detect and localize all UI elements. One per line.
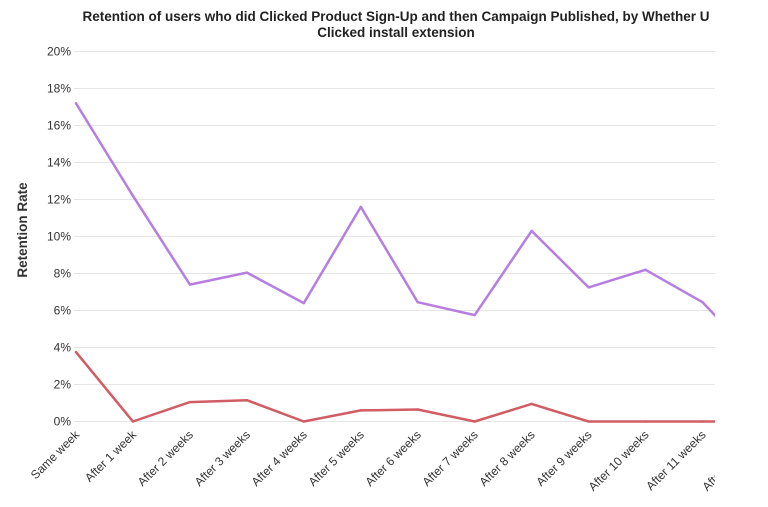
gridlines xyxy=(74,51,715,422)
data-point-series-2 xyxy=(74,350,78,354)
data-point-series-2 xyxy=(302,420,305,423)
y-tick-label: 6% xyxy=(54,304,72,318)
x-tick-label: After 1 week xyxy=(82,427,140,485)
y-tick-label: 10% xyxy=(47,230,71,244)
data-point-series-2 xyxy=(530,402,533,406)
data-point-series-2 xyxy=(245,399,249,402)
y-tick-label: 2% xyxy=(54,378,72,392)
y-tick-label: 12% xyxy=(47,193,71,207)
y-tick-label: 8% xyxy=(54,267,72,281)
x-tick-label: Same week xyxy=(28,427,83,482)
x-tick-label: After 12 weeks xyxy=(699,428,765,494)
series-line-1 xyxy=(74,102,715,318)
data-point-series-1 xyxy=(416,300,419,304)
data-point-series-2 xyxy=(359,409,362,412)
x-tick-label: After 7 weeks xyxy=(419,428,480,489)
y-axis-label: Retention Rate xyxy=(15,182,30,278)
y-tick-label: 4% xyxy=(54,341,72,355)
data-point-series-2 xyxy=(473,420,476,423)
data-point-series-1 xyxy=(701,300,704,304)
x-tick-label: After 8 weeks xyxy=(476,428,537,489)
x-tick-label: After 10 weeks xyxy=(586,428,652,494)
data-point-series-1 xyxy=(74,102,78,105)
series-line-2 xyxy=(74,350,715,423)
data-point-series-1 xyxy=(359,205,362,209)
y-tick-label: 18% xyxy=(47,82,71,96)
data-point-series-2 xyxy=(188,400,192,404)
data-point-series-1 xyxy=(758,361,760,363)
data-point-series-1 xyxy=(302,301,305,305)
y-tick-label: 16% xyxy=(47,119,71,133)
data-point-series-1 xyxy=(473,313,476,317)
chart-title-line-2: Clicked install extension xyxy=(317,25,475,40)
data-point-series-1 xyxy=(587,286,590,289)
data-point-series-1 xyxy=(131,194,135,197)
series-lines xyxy=(74,102,760,423)
data-point-series-2 xyxy=(131,420,135,423)
data-point-series-2 xyxy=(644,420,647,423)
y-axis-ticks: 0% 2% 4% 6% 8% 10% 12% 14% 16% 18% 20% xyxy=(47,45,71,429)
data-point-series-2 xyxy=(758,420,760,422)
x-tick-label: After 5 weeks xyxy=(306,428,367,489)
data-point-series-2 xyxy=(416,408,419,411)
x-tick-label: After 9 weeks xyxy=(533,428,594,489)
data-point-series-1 xyxy=(644,268,647,271)
y-tick-label: 0% xyxy=(54,415,72,429)
y-tick-label: 20% xyxy=(47,45,71,59)
data-point-series-2 xyxy=(701,420,704,423)
data-point-series-2 xyxy=(587,420,590,423)
x-tick-label: After 4 weeks xyxy=(249,428,310,489)
data-point-series-1 xyxy=(530,229,533,233)
x-tick-label: After 2 weeks xyxy=(135,428,196,489)
x-tick-label: After 3 weeks xyxy=(192,428,253,489)
y-tick-label: 14% xyxy=(47,156,71,170)
chart-title-line-1: Retention of users who did Clicked Produ… xyxy=(82,9,709,24)
data-point-series-1 xyxy=(188,283,192,286)
data-point-series-1 xyxy=(245,271,249,274)
x-tick-label: After 6 weeks xyxy=(363,428,424,489)
